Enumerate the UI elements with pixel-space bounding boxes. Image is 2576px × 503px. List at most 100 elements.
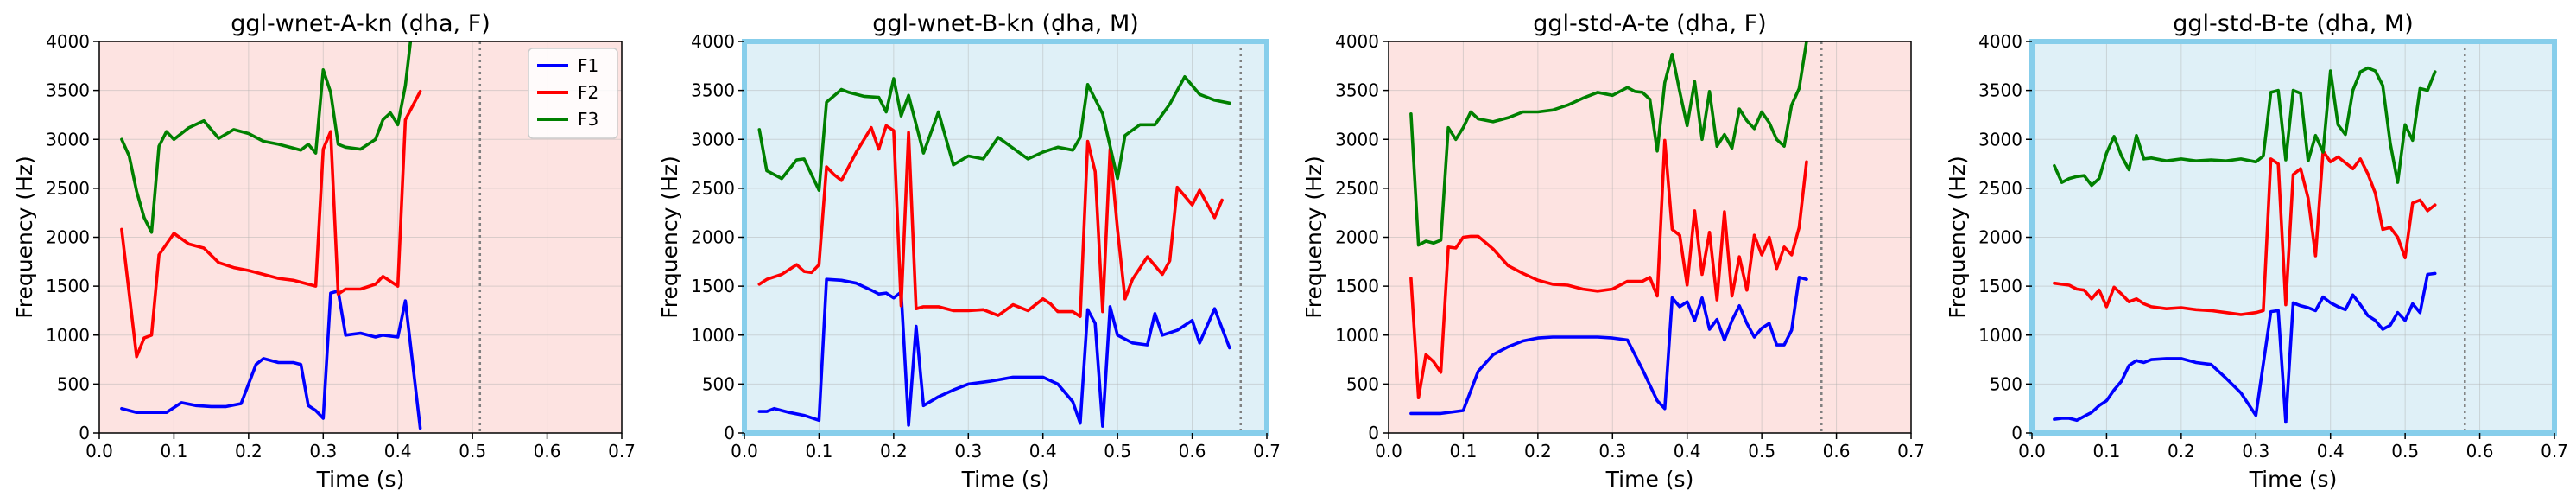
series-group <box>2053 66 2437 424</box>
series-line-f2 <box>1409 138 1808 400</box>
y-tick-label: 3000 <box>1335 129 1379 150</box>
y-tick-label: 4000 <box>46 31 90 52</box>
y-axis-label: Frequency (Hz) <box>1945 156 1970 319</box>
y-axis-label: Frequency (Hz) <box>657 156 682 319</box>
y-tick-label: 4000 <box>1978 31 2022 52</box>
legend: F1 F2 F3 <box>528 48 618 139</box>
x-tick-label: 0.6 <box>1179 441 1206 462</box>
x-tick-label: 0.1 <box>2093 441 2121 462</box>
x-tick-label: 0.5 <box>1104 441 1131 462</box>
series-line-f1 <box>2053 271 2437 424</box>
x-tick-label: 0.2 <box>1524 441 1552 462</box>
x-tick-label: 0.6 <box>1823 441 1851 462</box>
y-tick-label: 0 <box>724 423 735 443</box>
x-tick-label: 0.3 <box>954 441 982 462</box>
plot-background <box>2032 41 2554 433</box>
y-tick-label: 0 <box>1368 423 1379 443</box>
x-axis-label: Time (s) <box>1605 467 1694 492</box>
x-tick-label: 0.5 <box>459 441 486 462</box>
series-line-f2 <box>2053 150 2437 316</box>
series-line-f1 <box>757 277 1231 428</box>
y-tick-label: 2000 <box>691 227 735 248</box>
x-tick-label: 0.2 <box>235 441 263 462</box>
y-tick-label: 1500 <box>1335 276 1379 296</box>
y-tick-label: 4000 <box>1335 31 1379 52</box>
x-tick-label: 0.5 <box>2391 441 2419 462</box>
y-tick-label: 3500 <box>46 80 90 101</box>
x-tick-label: 0.2 <box>2168 441 2195 462</box>
y-tick-label: 3500 <box>691 80 735 101</box>
chart-panel-4: 0.0 0.1 0.2 0.3 0.4 0.5 0.6 0.7 0 500 1000 1500 2000… <box>1945 10 2568 492</box>
x-axis-label: Time (s) <box>2249 467 2338 492</box>
series-line-f1 <box>1409 276 1808 416</box>
y-tick-label: 1500 <box>46 276 90 296</box>
y-tick-label: 1000 <box>46 325 90 346</box>
x-tick-label: 0.3 <box>309 441 337 462</box>
legend-label-f1: F1 <box>578 55 598 76</box>
x-tick-label: 0.5 <box>1748 441 1775 462</box>
series-line-f2 <box>757 124 1224 319</box>
y-tick-label: 4000 <box>691 31 735 52</box>
x-tick-label: 0.7 <box>2541 441 2568 462</box>
series-line-f3 <box>120 41 413 234</box>
series-line-f2 <box>120 90 422 359</box>
y-tick-label: 3500 <box>1335 80 1379 101</box>
y-tick-label: 3000 <box>46 129 90 150</box>
y-axis-label: Frequency (Hz) <box>12 156 37 319</box>
y-tick-label: 500 <box>1990 373 2022 394</box>
y-tick-label: 1500 <box>1978 276 2022 296</box>
y-tick-label: 1000 <box>1978 325 2022 346</box>
x-tick-label: 0.0 <box>2018 441 2046 462</box>
x-axis-label: Time (s) <box>316 467 405 492</box>
series-line-f1 <box>120 289 422 430</box>
series-group <box>120 41 422 430</box>
y-tick-label: 2000 <box>1335 227 1379 248</box>
chart-title: ggl-wnet-A-kn (ḍha, F) <box>231 10 491 37</box>
x-axis-label: Time (s) <box>961 467 1050 492</box>
series-group <box>757 75 1231 428</box>
x-tick-label: 0.3 <box>2242 441 2269 462</box>
y-axis-label: Frequency (Hz) <box>1301 156 1326 319</box>
series-line-f3 <box>1409 41 1808 247</box>
x-tick-label: 0.0 <box>1375 441 1402 462</box>
chart-panel-2: 0.0 0.1 0.2 0.3 0.4 0.5 0.6 0.7 0 500 1000 1500 2000… <box>657 10 1281 492</box>
series-group <box>1409 41 1808 416</box>
y-tick-label: 3500 <box>1978 80 2022 101</box>
legend-label-f2: F2 <box>578 82 598 103</box>
x-tick-label: 0.1 <box>806 441 833 462</box>
y-tick-label: 1000 <box>691 325 735 346</box>
y-tick-label: 2000 <box>46 227 90 248</box>
x-tick-label: 0.2 <box>880 441 908 462</box>
x-tick-label: 0.7 <box>608 441 636 462</box>
y-tick-label: 3000 <box>691 129 735 150</box>
chart-title: ggl-std-B-te (ḍha, M) <box>2173 10 2413 37</box>
y-tick-label: 500 <box>57 373 90 394</box>
chart-panel-3: 0.0 0.1 0.2 0.3 0.4 0.5 0.6 0.7 0 500 1000 1500 2000… <box>1301 10 1925 492</box>
plot-background <box>744 41 1267 433</box>
y-tick-label: 2500 <box>46 178 90 199</box>
x-tick-label: 0.7 <box>1253 441 1281 462</box>
y-tick-label: 2500 <box>1335 178 1379 199</box>
y-tick-label: 2500 <box>691 178 735 199</box>
x-tick-label: 0.3 <box>1598 441 1626 462</box>
chart-panel-1: 0.0 0.1 0.2 0.3 0.4 0.5 0.6 0.7 0 500 1000 1500 2000… <box>12 10 636 492</box>
x-tick-label: 0.4 <box>2317 441 2345 462</box>
x-tick-label: 0.0 <box>731 441 758 462</box>
x-tick-label: 0.0 <box>85 441 113 462</box>
y-tick-label: 1500 <box>691 276 735 296</box>
y-tick-label: 2500 <box>1978 178 2022 199</box>
x-tick-label: 0.4 <box>1029 441 1057 462</box>
x-tick-label: 0.1 <box>161 441 188 462</box>
series-line-f3 <box>2053 66 2437 188</box>
y-tick-label: 500 <box>1346 373 1379 394</box>
y-tick-label: 1000 <box>1335 325 1379 346</box>
y-tick-label: 2000 <box>1978 227 2022 248</box>
y-tick-label: 0 <box>79 423 90 443</box>
x-tick-label: 0.6 <box>2466 441 2494 462</box>
x-tick-label: 0.7 <box>1897 441 1925 462</box>
legend-label-f3: F3 <box>578 109 598 130</box>
y-tick-label: 3000 <box>1978 129 2022 150</box>
legend-box <box>528 48 618 139</box>
